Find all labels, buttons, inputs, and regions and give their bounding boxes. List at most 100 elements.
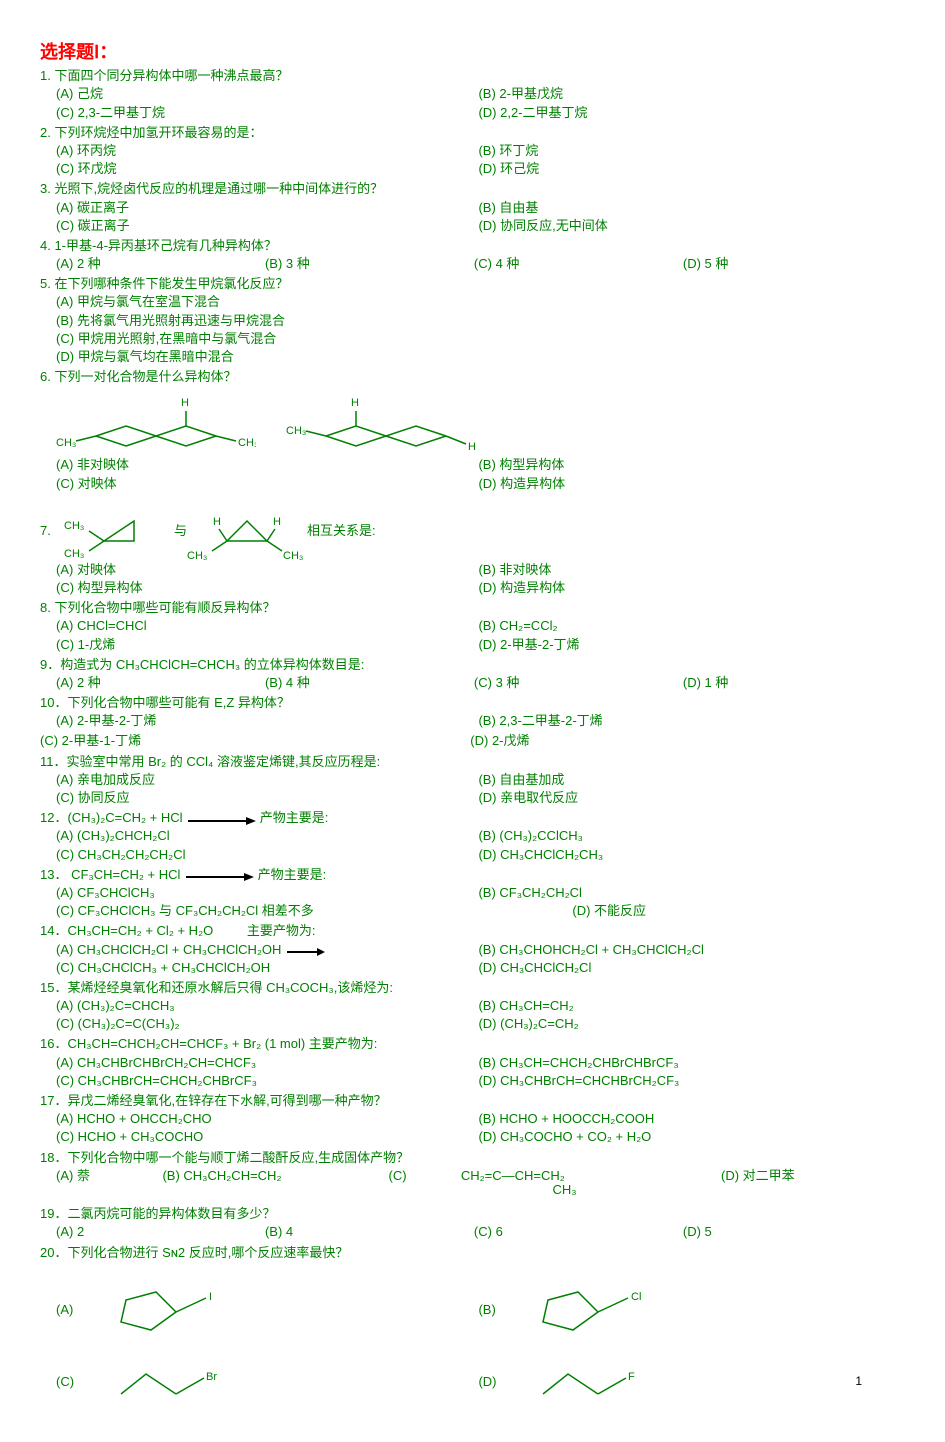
q8-option-d: (D) 2-甲基-2-丁烯 xyxy=(478,636,896,654)
section-title: 选择题Ⅰ： xyxy=(40,40,910,65)
q11-option-b: (B) 自由基加成 xyxy=(478,771,896,789)
q12-stem: 12．(CH₃)₂C=CH₂ + HCl 产物主要是: xyxy=(40,809,910,827)
q19-option-b: (B) 4 xyxy=(265,1223,470,1241)
q4-option-d: (D) 5 种 xyxy=(683,255,888,273)
q2-stem: 2. 下列环烷烃中加氢开环最容易的是： xyxy=(40,124,910,142)
q20-option-b: (B) Cl xyxy=(478,1280,896,1340)
q14-option-d: (D) CH₃CHClCH₂Cl xyxy=(478,959,896,977)
q2-option-a: (A) 环丙烷 xyxy=(56,142,474,160)
q17-stem: 17．异戊二烯经臭氧化,在锌存在下水解,可得到哪一种产物？ xyxy=(40,1092,910,1110)
q1-option-c: (C) 2,3-二甲基丁烷 xyxy=(56,104,474,122)
q1-stem: 1. 下面四个同分异构体中哪一种沸点最高？ xyxy=(40,67,910,85)
q15-option-b: (B) CH₃CH=CH₂ xyxy=(478,997,896,1015)
q10-option-b: (B) 2,3-二甲基-2-丁烯 xyxy=(478,712,896,730)
cyclopentyl-iodide-icon: I xyxy=(96,1280,236,1340)
q20-option-d: (D) F xyxy=(478,1362,896,1402)
svg-text:CH₃: CH₃ xyxy=(64,548,84,560)
svg-text:CH₃: CH₃ xyxy=(283,550,303,561)
q1-option-d: (D) 2,2-二甲基丁烷 xyxy=(478,104,896,122)
q17-option-d: (D) CH₃COCHO + CO₂ + H₂O xyxy=(478,1128,896,1146)
svg-text:CH₃: CH₃ xyxy=(238,437,256,449)
q13-option-b: (B) CF₃CH₂CH₂Cl xyxy=(478,884,896,902)
q10-stem: 10．下列化合物中哪些可能有 E,Z 异构体？ xyxy=(40,694,910,712)
q13-option-d: (D) 不能反应 xyxy=(572,902,646,920)
q16-stem: 16．CH₃CH=CHCH₂CH=CHCF₃ + Br₂ (1 mol) 主要产… xyxy=(40,1035,910,1053)
q7-option-b: (B) 非对映体 xyxy=(478,561,896,579)
q3-option-c: (C) 碳正离子 xyxy=(56,217,474,235)
q15-option-c: (C) (CH₃)₂C=C(CH₃)₂ xyxy=(56,1015,474,1033)
q6-option-c: (C) 对映体 xyxy=(56,475,474,493)
svg-text:H: H xyxy=(273,516,281,528)
q9-option-a: (A) 2 种 xyxy=(56,674,261,692)
q3-stem: 3. 光照下,烷烃卤代反应的机理是通过哪一种中间体进行的？ xyxy=(40,180,910,198)
q18-c-line1: CH₂=C—CH=CH₂ xyxy=(461,1168,565,1183)
q18-option-c-label: (C) xyxy=(389,1167,457,1185)
q18-option-c-formula: CH₂=C—CH=CH₂ CH₃ xyxy=(461,1167,717,1203)
q14-option-b: (B) CH₃CHOHCH₂Cl + CH₃CHClCH₂Cl xyxy=(478,941,896,959)
q19-option-a: (A) 2 xyxy=(56,1223,261,1241)
svg-text:CH₃: CH₃ xyxy=(64,520,84,532)
q18-option-a: (A) 萘 xyxy=(56,1167,158,1185)
q6-stem: 6. 下列一对化合物是什么异构体？ xyxy=(40,368,910,386)
q5-option-b: (B) 先将氯气用光照射再迅速与甲烷混合 xyxy=(56,312,910,330)
svg-text:CH₃: CH₃ xyxy=(187,550,207,561)
svg-text:I: I xyxy=(209,1291,212,1303)
q14-stem: 14．CH₃CH=CH₂ + Cl₂ + H₂O 主要产物为: xyxy=(40,922,910,940)
q7-structure-right-icon: H H CH₃ CH₃ xyxy=(187,501,307,561)
q10-option-d: (D) 2-戊烯 xyxy=(470,732,896,750)
q6-structure-left-icon: CH₃ H CH₃ xyxy=(56,386,256,466)
q12-option-b: (B) (CH₃)₂CClCH₃ xyxy=(478,827,896,845)
q8-option-a: (A) CHCl=CHCl xyxy=(56,617,474,635)
q11-option-a: (A) 亲电加成反应 xyxy=(56,771,474,789)
q10-option-a: (A) 2-甲基-2-丁烯 xyxy=(56,712,474,730)
q17-option-b: (B) HCHO + HOOCCH₂COOH xyxy=(478,1110,896,1128)
reaction-arrow-icon xyxy=(186,812,256,826)
svg-text:CH₃: CH₃ xyxy=(286,425,306,437)
q2-option-b: (B) 环丁烷 xyxy=(478,142,896,160)
q5-stem: 5. 在下列哪种条件下能发生甲烷氯化反应？ xyxy=(40,275,910,293)
q2-option-d: (D) 环己烷 xyxy=(478,160,896,178)
svg-text:F: F xyxy=(628,1371,635,1383)
q15-option-d: (D) (CH₃)₂C=CH₂ xyxy=(478,1015,896,1033)
q11-option-c: (C) 协同反应 xyxy=(56,789,474,807)
q4-stem: 4. 1-甲基-4-异丙基环己烷有几种异构体？ xyxy=(40,237,910,255)
q14-stem-left: 14．CH₃CH=CH₂ + Cl₂ + H₂O xyxy=(40,923,213,938)
q20-stem: 20．下列化合物进行 Sɴ2 反应时,哪个反应速率最快？ xyxy=(40,1244,910,1262)
svg-text:H: H xyxy=(351,397,359,409)
q13-option-c: (C) CF₃CHClCH₃ 与 CF₃CH₂CH₂Cl 相差不多 xyxy=(56,902,568,920)
q12-option-d: (D) CH₃CHClCH₂CH₃ xyxy=(478,846,896,864)
svg-text:CH₃: CH₃ xyxy=(56,437,76,449)
svg-text:H: H xyxy=(213,516,221,528)
q5-option-d: (D) 甲烷与氯气均在黑暗中混合 xyxy=(56,348,910,366)
q11-option-d: (D) 亲电取代反应 xyxy=(478,789,896,807)
q13-stem-left: 13． CF₃CH=CH₂ + HCl xyxy=(40,867,180,882)
q4-option-c: (C) 4 种 xyxy=(474,255,679,273)
q10-option-c: (C) 2-甲基-1-丁烯 xyxy=(40,732,466,750)
q7-option-d: (D) 构造异构体 xyxy=(478,579,896,597)
q8-option-c: (C) 1-戊烯 xyxy=(56,636,474,654)
cyclopentyl-fluoride-icon: F xyxy=(518,1362,658,1402)
q14-option-a: (A) CH₃CHClCH₂Cl + CH₃CHClCH₂OH xyxy=(56,941,474,959)
q18-stem: 18．下列化合物中哪一个能与顺丁烯二酸酐反应,生成固体产物？ xyxy=(40,1149,910,1167)
svg-text:H: H xyxy=(181,397,189,409)
q3-option-b: (B) 自由基 xyxy=(478,199,896,217)
q1-option-b: (B) 2-甲基戊烷 xyxy=(478,85,896,103)
svg-text:H: H xyxy=(468,441,476,453)
q19-option-c: (C) 6 xyxy=(474,1223,679,1241)
q20-option-c: (C) Br xyxy=(56,1362,474,1402)
q6-option-d: (D) 构造异构体 xyxy=(478,475,896,493)
q7-option-a: (A) 对映体 xyxy=(56,561,474,579)
q7-number: 7. xyxy=(40,522,64,540)
svg-text:Br: Br xyxy=(206,1371,217,1383)
q6-option-b: (B) 构型异构体 xyxy=(478,456,896,474)
q15-stem: 15．某烯烃经臭氧化和还原水解后只得 CH₃COCH₃,该烯烃为: xyxy=(40,979,910,997)
q11-stem: 11．实验室中常用 Br₂ 的 CCl₄ 溶液鉴定烯键,其反应历程是: xyxy=(40,753,910,771)
q9-option-d: (D) 1 种 xyxy=(683,674,888,692)
q14-stem-right: 主要产物为: xyxy=(247,923,316,938)
q16-option-b: (B) CH₃CH=CHCH₂CHBrCHBrCF₃ xyxy=(478,1054,896,1072)
q4-option-b: (B) 3 种 xyxy=(265,255,470,273)
cyclopentyl-bromide-icon: Br xyxy=(96,1362,236,1402)
q18-option-b: (B) CH₃CH₂CH=CH₂ xyxy=(162,1167,384,1185)
q16-option-d: (D) CH₃CHBrCH=CHCHBrCH₂CF₃ xyxy=(478,1072,896,1090)
q17-option-c: (C) HCHO + CH₃COCHO xyxy=(56,1128,474,1146)
